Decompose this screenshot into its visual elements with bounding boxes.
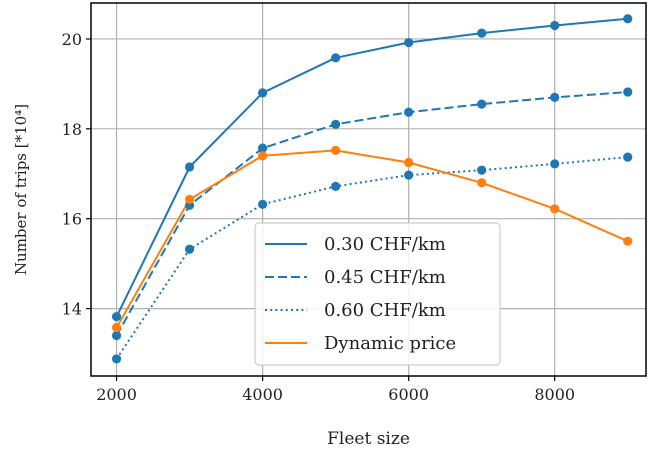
series-3-point <box>184 244 195 254</box>
series-2-point <box>111 330 122 341</box>
x-tick-label: 6000 <box>388 385 429 404</box>
series-2-point <box>623 87 633 97</box>
series-1-point <box>404 37 414 48</box>
series-2-point <box>258 143 268 153</box>
x-tick-label: 2000 <box>96 385 137 404</box>
series-1-point <box>623 14 633 24</box>
series-1-point <box>111 312 122 322</box>
series-4-point <box>331 145 341 156</box>
series-2-point <box>404 107 414 117</box>
x-axis-ticks: 2000 4000 6000 8000 <box>96 376 575 404</box>
x-axis-label: Fleet size <box>327 429 410 449</box>
y-tick-label: 20 <box>62 30 82 49</box>
series-4-point <box>477 178 487 188</box>
series-2-point <box>477 99 487 109</box>
legend-box <box>254 222 501 366</box>
legend-label: 0.60 CHF/km <box>324 300 446 321</box>
series-4-point <box>550 204 560 214</box>
series-4-point <box>404 157 414 168</box>
series-line-2 <box>115 91 628 337</box>
y-tick-label: 16 <box>62 210 82 229</box>
series-3-point <box>404 170 414 180</box>
series-3-point <box>477 165 487 175</box>
series-3-point <box>550 159 560 169</box>
y-tick-label: 18 <box>62 120 82 139</box>
series-3-point <box>258 199 268 209</box>
series-lines <box>115 17 629 360</box>
legend-label: 0.30 CHF/km <box>324 234 446 255</box>
legend-label: Dynamic price <box>324 333 456 354</box>
series-3-point <box>111 354 122 364</box>
legend-label: 0.45 CHF/km <box>324 267 446 288</box>
series-4-point <box>623 236 633 246</box>
x-tick-label: 8000 <box>534 385 575 404</box>
series-3-point <box>331 181 341 191</box>
series-line-3 <box>115 156 628 360</box>
legend: 0.30 CHF/km 0.45 CHF/km 0.60 CHF/km Dynamic… <box>254 222 501 366</box>
series-1-point <box>331 53 341 63</box>
plot-frame <box>90 2 647 377</box>
series-2-point <box>550 92 560 102</box>
y-tick-label: 14 <box>62 300 82 319</box>
series-4-point <box>258 151 268 161</box>
series-4-point <box>184 194 195 204</box>
series-3-point <box>623 152 633 162</box>
series-1-point <box>550 20 560 31</box>
series-2-point <box>331 119 341 129</box>
series-line-4 <box>115 149 629 328</box>
series-1-point <box>477 28 487 38</box>
y-axis-label: Number of trips [*10⁴] <box>12 104 30 275</box>
series-1-point <box>184 162 195 172</box>
series-markers <box>111 14 633 364</box>
series-4-point <box>111 322 122 333</box>
series-line-1 <box>115 17 628 318</box>
y-axis-ticks: 14 16 18 20 <box>62 30 91 319</box>
x-tick-label: 4000 <box>242 385 283 404</box>
series-1-point <box>258 88 268 98</box>
